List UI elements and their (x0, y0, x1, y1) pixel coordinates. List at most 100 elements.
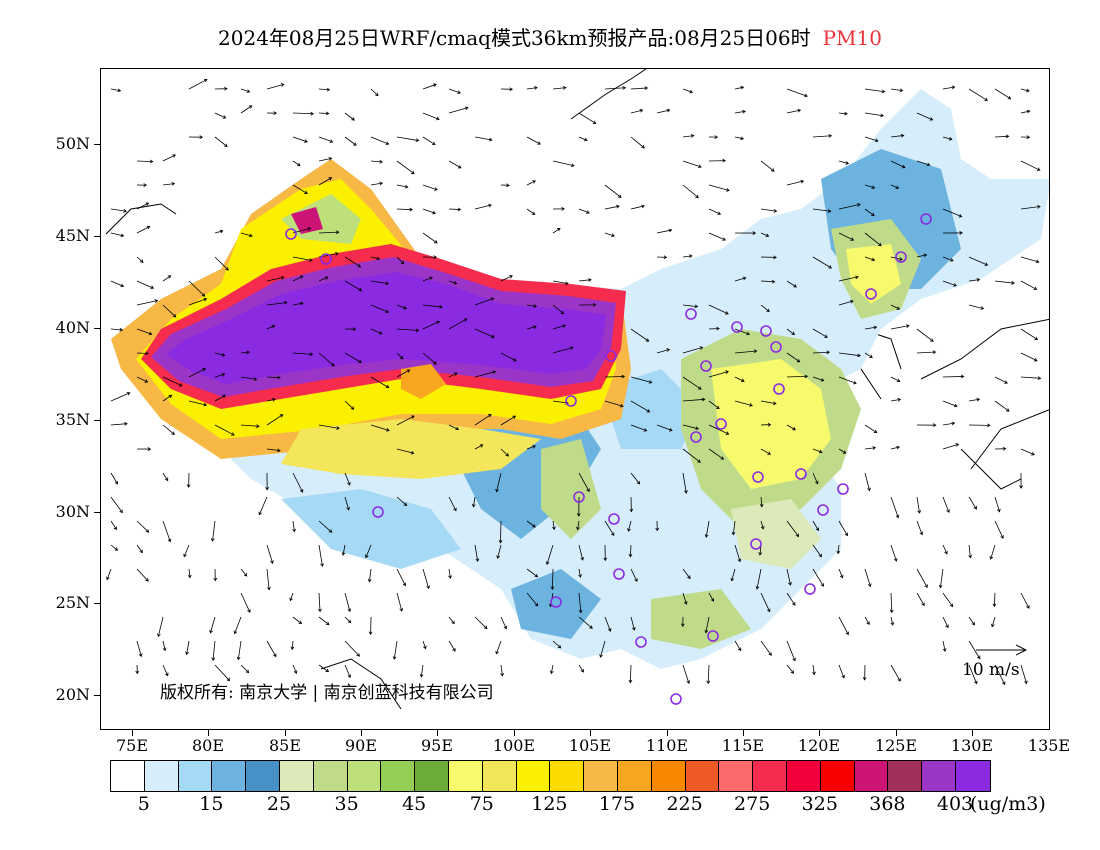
wind-arrow (474, 444, 483, 450)
wind-arrow (812, 328, 828, 338)
wind-arrow (422, 352, 437, 365)
wind-arrow (942, 592, 954, 607)
wind-arrowhead (210, 538, 215, 542)
wind-arrowhead (1031, 451, 1035, 456)
wind-arrow (396, 328, 419, 331)
wind-arrowhead (284, 300, 288, 305)
wind-arrow (578, 472, 590, 492)
wind-arrowhead (580, 557, 585, 561)
wind-arrow (864, 424, 877, 433)
wind-arrowhead (839, 574, 844, 579)
wind-arrow (214, 394, 226, 402)
wind-arrowhead (496, 555, 500, 560)
wind-arrowhead (889, 609, 894, 614)
wind-arrowhead (148, 331, 153, 336)
wind-arrowhead (557, 644, 562, 649)
wind-arrow (708, 184, 730, 191)
wind-arrow (916, 568, 928, 588)
wind-arrow (370, 424, 390, 431)
wind-arrow (396, 415, 415, 426)
wind-arrow (838, 276, 859, 282)
wind-arrowhead (622, 86, 627, 90)
wind-arrow (942, 376, 964, 378)
wind-arrowhead (704, 629, 709, 634)
wind-arrowhead (350, 406, 355, 410)
wind-arrowhead (722, 158, 726, 163)
wind-arrowhead (258, 511, 262, 516)
wind-arrowhead (666, 108, 671, 113)
wind-arrowhead (955, 443, 960, 447)
city-marker (895, 251, 907, 263)
wind-arrowhead (717, 211, 722, 215)
wind-arrowhead (953, 283, 957, 287)
wind-arrowhead (828, 265, 832, 269)
wind-arrow (1020, 376, 1041, 379)
wind-arrow (630, 205, 645, 210)
vector-reference: 10 m/s (962, 644, 1028, 680)
wind-arrow (289, 592, 294, 601)
wind-arrowhead (379, 181, 384, 186)
colorbar-swatch (955, 761, 990, 791)
wind-arrow (188, 280, 205, 297)
wind-arrow (110, 496, 123, 513)
wind-arrowhead (135, 670, 140, 675)
colorbar-swatch (111, 761, 145, 791)
wind-arrow (786, 592, 796, 606)
wind-arrow (292, 352, 313, 355)
wind-arrowhead (760, 525, 765, 530)
wind-arrow (682, 184, 699, 199)
wind-arrow (214, 424, 235, 436)
wind-arrowhead (1019, 485, 1023, 489)
wind-arrow (890, 160, 906, 168)
wind-arrow (760, 304, 770, 312)
tick (94, 695, 100, 696)
tick (94, 236, 100, 237)
wind-arrowhead (716, 326, 720, 331)
city-marker (372, 506, 384, 518)
wind-arrowhead (201, 293, 206, 297)
wind-arrow (682, 160, 702, 168)
colorbar (110, 760, 991, 792)
wind-arrowhead (146, 225, 151, 230)
wind-arrow (682, 376, 702, 390)
wind-arrowhead (804, 93, 808, 98)
wind-arrow (370, 256, 380, 260)
wind-arrowhead (490, 297, 495, 301)
wind-arrow (474, 328, 495, 338)
city-marker (550, 596, 562, 608)
wind-arrow (942, 544, 948, 555)
wind-arrow (864, 256, 875, 261)
wind-arrow (890, 135, 904, 138)
wind-arrow (864, 352, 873, 358)
wind-arrow (916, 112, 933, 121)
wind-arrowhead (411, 415, 415, 419)
wind-arrowhead (871, 257, 876, 262)
wind-arrow (837, 544, 840, 554)
city-marker (635, 636, 647, 648)
wind-arrow (552, 304, 564, 315)
wind-arrow (422, 304, 443, 308)
wind-arrow (942, 208, 962, 218)
city-marker (670, 693, 682, 705)
wind-arrowhead (231, 432, 235, 436)
wind-arrow (864, 616, 870, 625)
wind-arrow (344, 592, 351, 612)
wind-arrowhead (586, 488, 590, 493)
wind-arrowhead (144, 379, 149, 383)
wind-arrowhead (893, 558, 898, 562)
colorbar-swatch (786, 761, 821, 791)
wind-arrowhead (737, 647, 742, 652)
wind-arrow (370, 280, 389, 285)
wind-arrowhead (385, 384, 390, 389)
wind-arrowhead (583, 137, 588, 142)
colorbar-swatch (246, 761, 280, 791)
wind-arrowhead (1007, 95, 1012, 100)
japan-outline-3 (960, 448, 1022, 490)
wind-arrowhead (248, 105, 253, 109)
wind-arrowhead (549, 670, 554, 675)
city-marker (613, 568, 625, 580)
wind-arrowhead (603, 557, 608, 562)
city-marker (605, 350, 617, 362)
colorbar-swatch (584, 761, 618, 791)
wind-arrowhead (749, 403, 753, 407)
